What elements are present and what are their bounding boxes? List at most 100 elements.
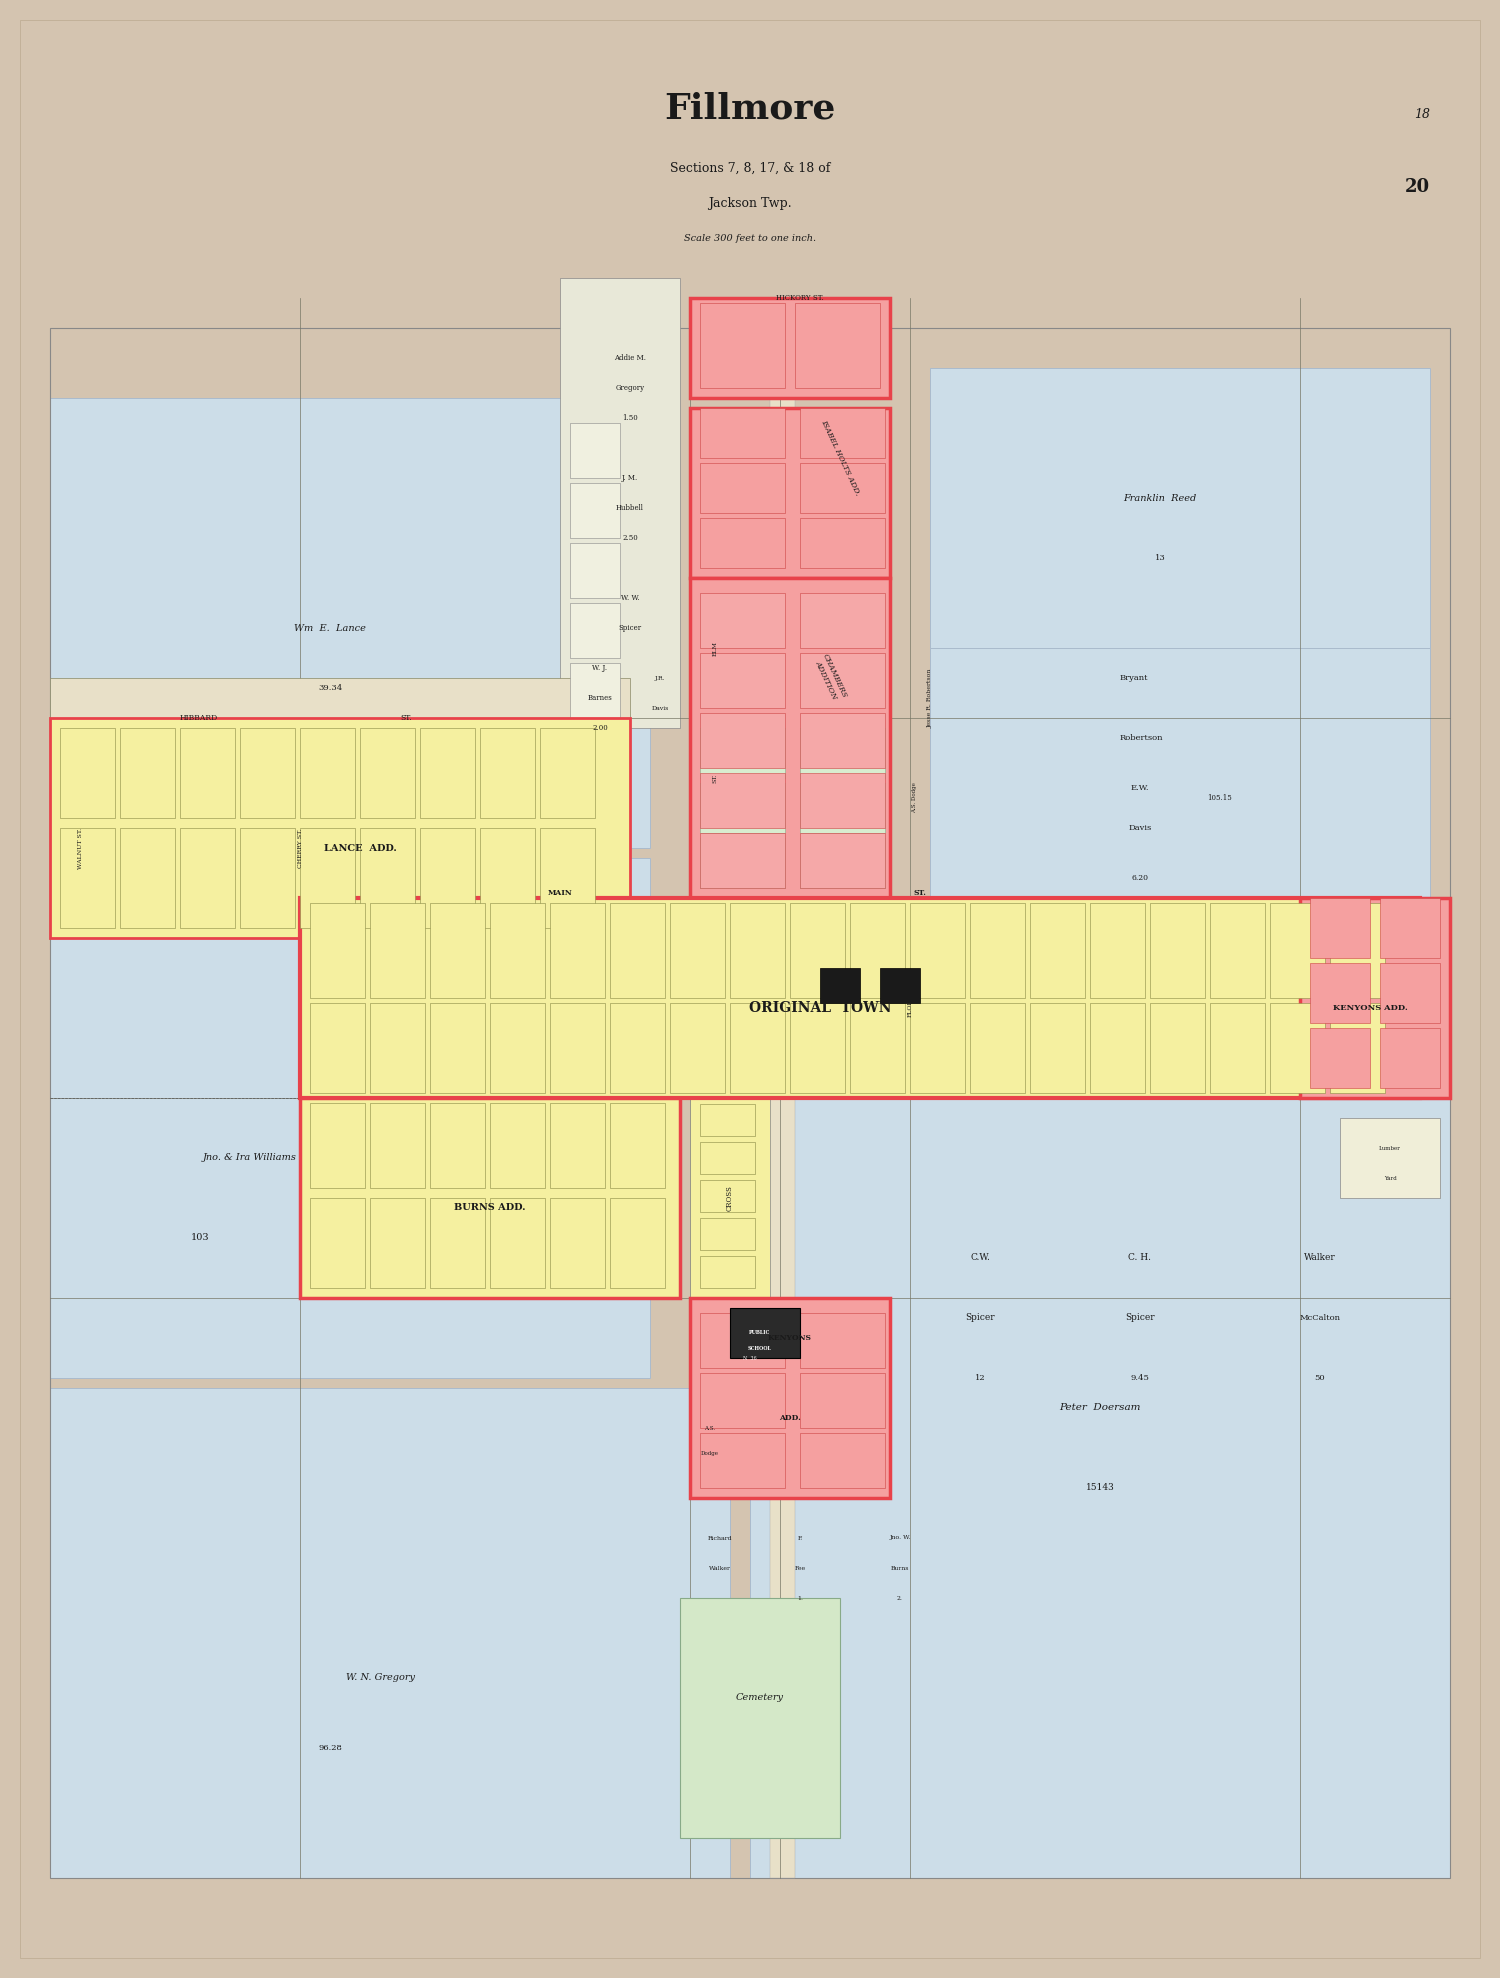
- Bar: [550, 1003, 604, 1094]
- Bar: [750, 999, 1450, 1877]
- Bar: [1030, 904, 1084, 999]
- Text: 6.20: 6.20: [1131, 874, 1149, 882]
- Bar: [670, 904, 724, 999]
- Bar: [910, 1003, 964, 1094]
- Bar: [430, 904, 484, 999]
- Bar: [800, 1373, 885, 1428]
- Text: 103: 103: [190, 1234, 210, 1242]
- Bar: [570, 663, 620, 718]
- Text: ISABEL HOLTS ADD.: ISABEL HOLTS ADD.: [819, 419, 861, 496]
- Bar: [570, 483, 620, 538]
- Text: Lumber: Lumber: [1378, 1145, 1401, 1151]
- Bar: [60, 728, 116, 819]
- Bar: [420, 829, 476, 928]
- Text: N  36: N 36: [742, 1355, 758, 1361]
- Bar: [300, 1098, 680, 1298]
- Bar: [1150, 904, 1204, 999]
- Bar: [550, 1104, 604, 1189]
- Bar: [795, 303, 880, 388]
- Bar: [310, 1104, 364, 1189]
- Bar: [360, 728, 416, 819]
- Text: 96.28: 96.28: [318, 1745, 342, 1753]
- Text: Franklin  Reed: Franklin Reed: [1124, 493, 1197, 502]
- Bar: [700, 1256, 754, 1288]
- Bar: [730, 1003, 784, 1094]
- Bar: [430, 1003, 484, 1094]
- Text: ORIGINAL  TOWN: ORIGINAL TOWN: [748, 1001, 891, 1015]
- Bar: [690, 299, 889, 398]
- Bar: [700, 407, 784, 459]
- Text: ST.: ST.: [712, 773, 717, 783]
- Bar: [800, 1313, 885, 1369]
- Text: W. J.: W. J.: [592, 665, 608, 673]
- Text: Bryant: Bryant: [1120, 674, 1149, 682]
- Text: BURNS ADD.: BURNS ADD.: [454, 1203, 525, 1213]
- Bar: [730, 1307, 800, 1359]
- Bar: [570, 544, 620, 597]
- Bar: [1090, 1003, 1144, 1094]
- Bar: [540, 829, 596, 928]
- Text: KENYONS: KENYONS: [768, 1333, 812, 1341]
- Bar: [430, 1199, 484, 1288]
- Bar: [970, 904, 1024, 999]
- Text: SCHOOL: SCHOOL: [748, 1345, 772, 1351]
- Text: Fee: Fee: [795, 1565, 806, 1571]
- Bar: [670, 1003, 724, 1094]
- Bar: [800, 653, 885, 708]
- Text: Richard: Richard: [708, 1535, 732, 1541]
- Bar: [50, 328, 1450, 1877]
- Text: C. H.: C. H.: [1128, 1254, 1152, 1262]
- Bar: [560, 279, 680, 728]
- Bar: [700, 1141, 754, 1175]
- Bar: [490, 1003, 544, 1094]
- Text: 20: 20: [1406, 178, 1429, 196]
- Bar: [550, 1199, 604, 1288]
- Text: PUBLIC: PUBLIC: [750, 1331, 771, 1335]
- Text: W. W.: W. W.: [621, 593, 639, 601]
- Text: Jesse R. Robertson: Jesse R. Robertson: [927, 669, 933, 728]
- Bar: [700, 1218, 754, 1250]
- Bar: [370, 1003, 424, 1094]
- Bar: [700, 712, 784, 767]
- Text: C.W.: C.W.: [970, 1254, 990, 1262]
- Bar: [700, 653, 784, 708]
- Bar: [790, 904, 844, 999]
- Bar: [700, 1432, 784, 1487]
- Text: MAIN: MAIN: [548, 888, 573, 896]
- Bar: [700, 1373, 784, 1428]
- Bar: [50, 398, 650, 849]
- Bar: [700, 773, 784, 829]
- Bar: [850, 904, 904, 999]
- Text: Yard: Yard: [1383, 1175, 1396, 1181]
- Text: Burns: Burns: [891, 1565, 909, 1571]
- Bar: [800, 833, 885, 888]
- Bar: [430, 1104, 484, 1189]
- Bar: [700, 1181, 754, 1213]
- Text: ST.: ST.: [400, 714, 411, 722]
- Bar: [180, 728, 236, 819]
- Bar: [50, 718, 630, 938]
- Text: Davis: Davis: [651, 706, 669, 710]
- Bar: [120, 728, 176, 819]
- Bar: [300, 728, 355, 819]
- Bar: [310, 1003, 364, 1094]
- Bar: [1300, 898, 1450, 1098]
- Bar: [610, 1003, 664, 1094]
- Text: ELM: ELM: [712, 641, 717, 655]
- Bar: [700, 783, 784, 833]
- Bar: [570, 603, 620, 659]
- Bar: [540, 728, 596, 819]
- Bar: [310, 1199, 364, 1288]
- Bar: [1090, 904, 1144, 999]
- Bar: [610, 1199, 664, 1288]
- Bar: [800, 712, 885, 767]
- Bar: [680, 1598, 840, 1838]
- Text: Jackson Twp.: Jackson Twp.: [708, 196, 792, 210]
- Bar: [120, 829, 176, 928]
- Text: 2.: 2.: [897, 1596, 903, 1600]
- Text: E.W.: E.W.: [1131, 783, 1149, 791]
- Bar: [700, 833, 784, 888]
- Bar: [1330, 904, 1384, 999]
- Bar: [310, 904, 364, 999]
- Bar: [700, 303, 784, 388]
